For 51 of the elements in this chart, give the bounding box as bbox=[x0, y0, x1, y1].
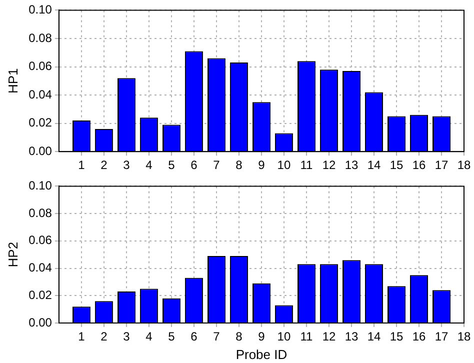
y-tick-label: 0.04 bbox=[28, 87, 52, 102]
x-tick-label: 10 bbox=[277, 158, 291, 172]
y-tick-label: 0.00 bbox=[28, 315, 52, 330]
x-tick-label: 13 bbox=[344, 330, 358, 344]
x-tick-label: 8 bbox=[236, 330, 243, 344]
y-tick-label: 0.08 bbox=[28, 206, 52, 220]
y-tick-label: 0.06 bbox=[28, 59, 52, 74]
x-tick-label: 15 bbox=[390, 330, 404, 344]
x-tick-label: 2 bbox=[100, 158, 108, 172]
x-tick-label: 14 bbox=[367, 158, 381, 172]
x-tick-label: 4 bbox=[146, 158, 153, 172]
y-tick-label: 0.08 bbox=[28, 30, 52, 45]
x-tick-label: 11 bbox=[300, 330, 314, 344]
x-tick-label: 9 bbox=[258, 330, 266, 344]
x-axis-title: Probe ID bbox=[236, 346, 288, 362]
x-tick-label: 9 bbox=[258, 158, 266, 172]
y-tick-label: 0.02 bbox=[28, 116, 52, 130]
x-tick-label: 2 bbox=[100, 330, 108, 344]
x-tick-label: 17 bbox=[434, 330, 448, 344]
y-tick-label: 0.06 bbox=[28, 233, 52, 248]
y-tick-label: 0.00 bbox=[28, 144, 52, 158]
x-tick-label: 7 bbox=[213, 330, 220, 344]
x-tick-label: 3 bbox=[123, 330, 130, 344]
x-tick-label: 14 bbox=[367, 330, 381, 344]
y-tick-label: 0.02 bbox=[28, 288, 52, 302]
x-tick-label: 5 bbox=[168, 330, 176, 344]
x-tick-label: 15 bbox=[390, 158, 404, 172]
y-axis-title: HP1 bbox=[5, 68, 20, 94]
x-tick-label: 1 bbox=[78, 330, 86, 344]
x-tick-label: 18 bbox=[457, 158, 471, 172]
x-tick-label: 10 bbox=[277, 330, 291, 344]
x-tick-label: 11 bbox=[300, 158, 314, 172]
x-tick-label: 17 bbox=[434, 158, 448, 172]
x-tick-label: 12 bbox=[322, 158, 336, 172]
x-tick-label: 4 bbox=[146, 330, 153, 344]
x-tick-label: 8 bbox=[236, 158, 243, 172]
x-tick-label: 13 bbox=[344, 158, 358, 172]
x-tick-label: 6 bbox=[190, 330, 198, 344]
x-tick-label: 6 bbox=[190, 158, 198, 172]
x-tick-label: 7 bbox=[213, 158, 220, 172]
y-tick-label: 0.04 bbox=[28, 260, 52, 275]
x-tick-label: 16 bbox=[412, 158, 426, 172]
x-tick-label: 1 bbox=[78, 158, 86, 172]
y-tick-label: 0.10 bbox=[28, 178, 52, 193]
x-tick-label: 3 bbox=[123, 158, 130, 172]
y-tick-label: 0.10 bbox=[28, 2, 52, 17]
x-tick-label: 16 bbox=[412, 330, 426, 344]
x-tick-label: 18 bbox=[457, 330, 471, 344]
y-axis-title: HP2 bbox=[5, 242, 20, 268]
x-tick-label: 5 bbox=[168, 158, 176, 172]
x-tick-label: 12 bbox=[322, 330, 336, 344]
